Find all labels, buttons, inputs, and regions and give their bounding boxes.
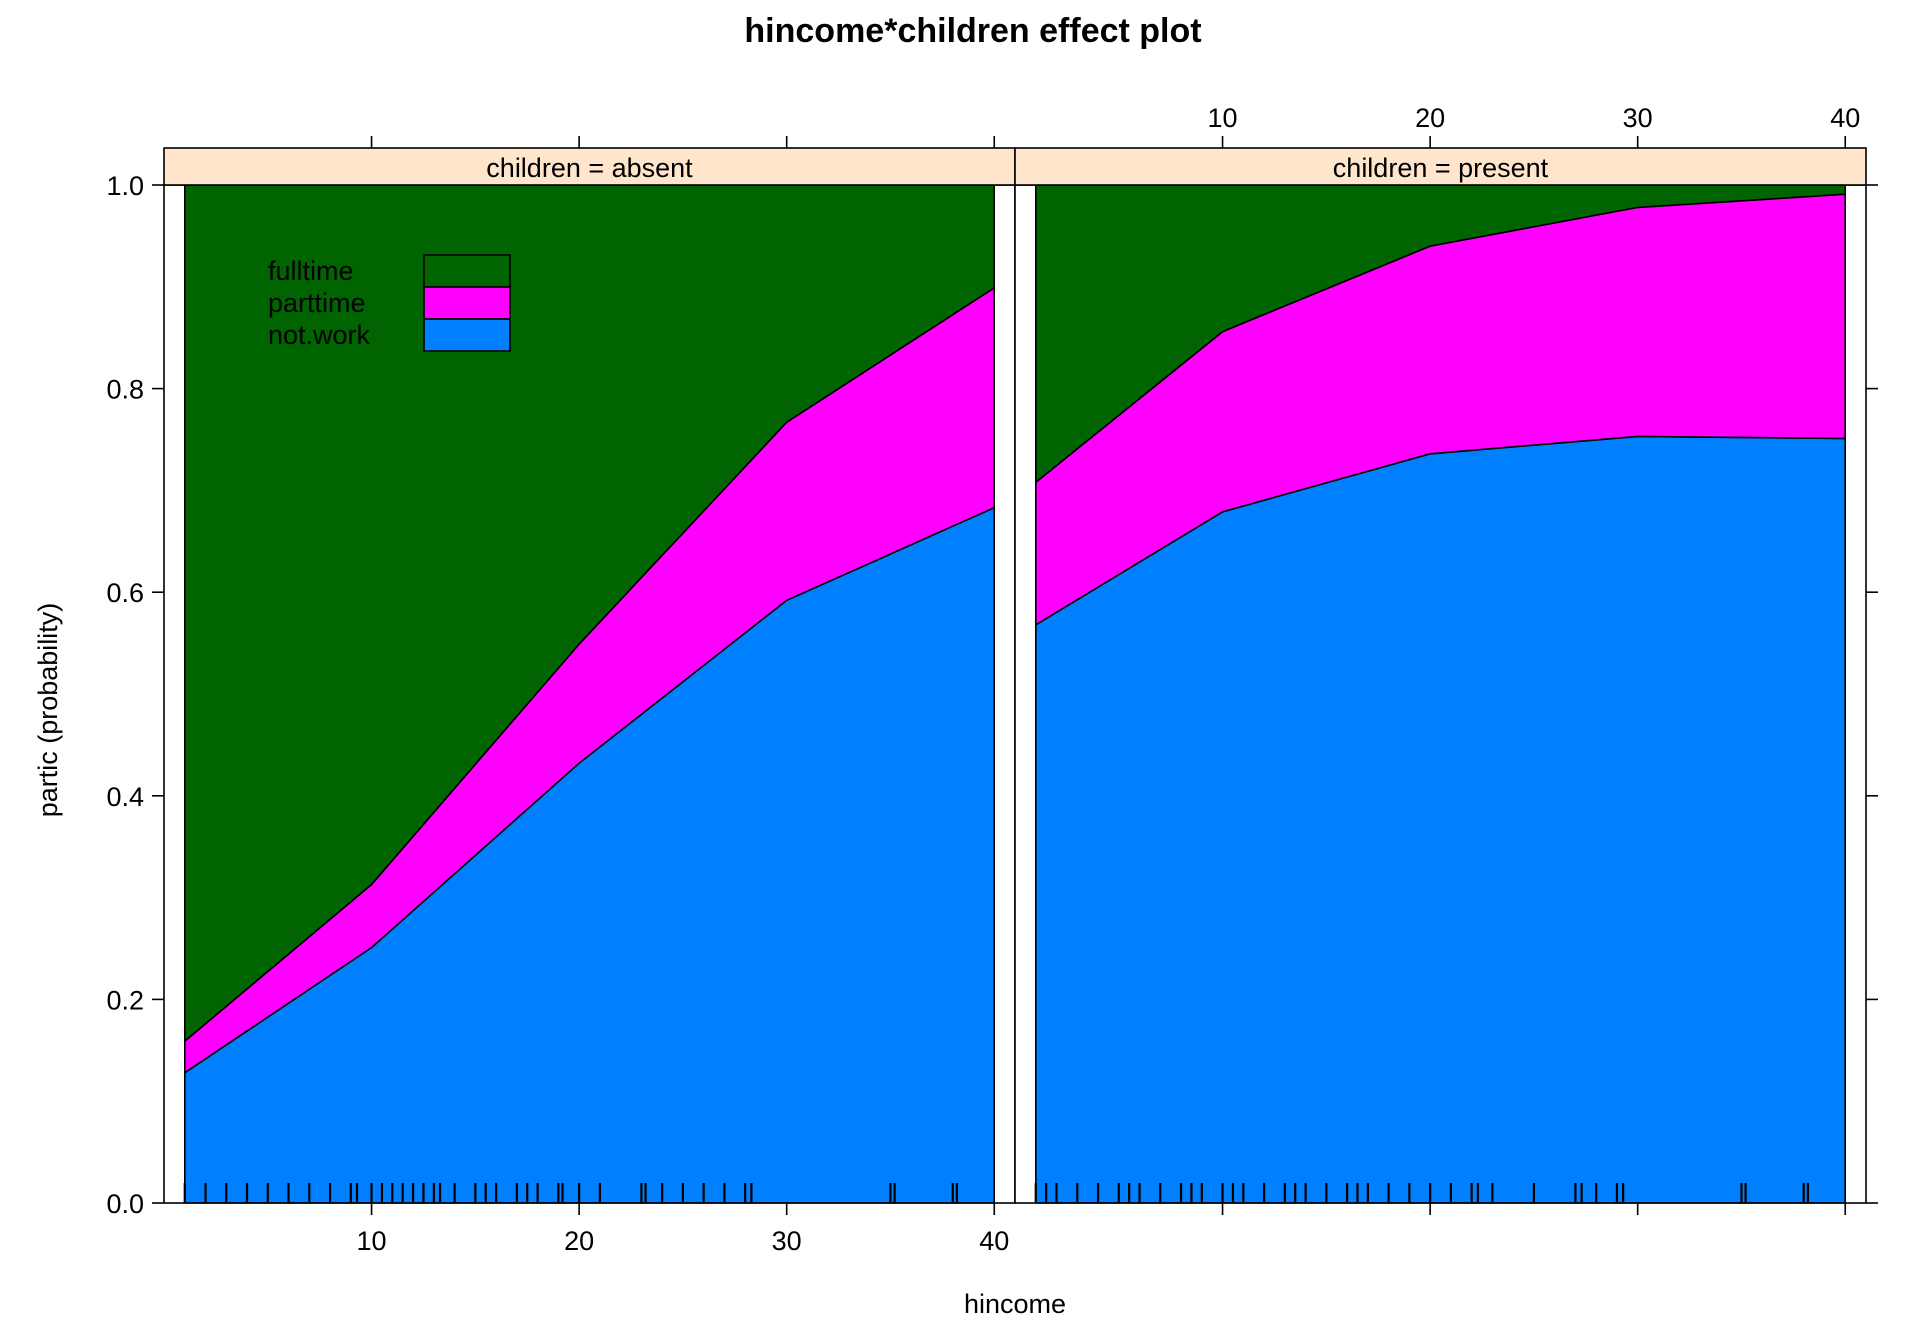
panel-2: children = present: [1014, 147, 1867, 1204]
strip-background: [163, 147, 1016, 186]
x-tick-label: 20: [564, 1226, 594, 1256]
legend-swatch: [423, 286, 511, 320]
x-tick-label: 30: [1623, 103, 1653, 133]
chart-title: hincome*children effect plot: [744, 12, 1201, 50]
legend-label: fulltime: [268, 256, 354, 286]
y-tick-label: 0.0: [106, 1189, 144, 1219]
strip-background: [1014, 147, 1867, 186]
legend-swatch: [423, 318, 511, 352]
x-axis-label: hincome: [964, 1289, 1066, 1319]
rug: [1034, 1183, 1809, 1203]
legend-label: not.work: [268, 320, 371, 350]
x-tick-label: 20: [1415, 103, 1445, 133]
strip-label: children = present: [1333, 153, 1549, 183]
y-axis-label: partic (probability): [33, 603, 63, 818]
x-tick-label: 30: [772, 1226, 802, 1256]
strip-label: children = absent: [486, 153, 693, 183]
x-tick-label: 40: [979, 1226, 1009, 1256]
panels: children = absent children = present: [163, 147, 1867, 1204]
rug: [183, 1183, 958, 1203]
axes: 10 20 30 40 10 20 30 40 0.0 0.2 0.4 0.6 0.8 1.0: [106, 103, 1878, 1256]
legend-label: parttime: [268, 288, 366, 318]
y-tick-label: 0.4: [106, 782, 144, 812]
x-tick-label: 40: [1830, 103, 1860, 133]
x-tick-label: 10: [1208, 103, 1238, 133]
legend-swatch: [423, 254, 511, 288]
y-tick-label: 0.2: [106, 985, 144, 1015]
y-tick-label: 0.6: [106, 578, 144, 608]
x-tick-label: 10: [357, 1226, 387, 1256]
y-tick-label: 0.8: [106, 375, 144, 405]
y-tick-label: 1.0: [106, 171, 144, 201]
panel-1: children = absent: [163, 147, 1016, 1204]
